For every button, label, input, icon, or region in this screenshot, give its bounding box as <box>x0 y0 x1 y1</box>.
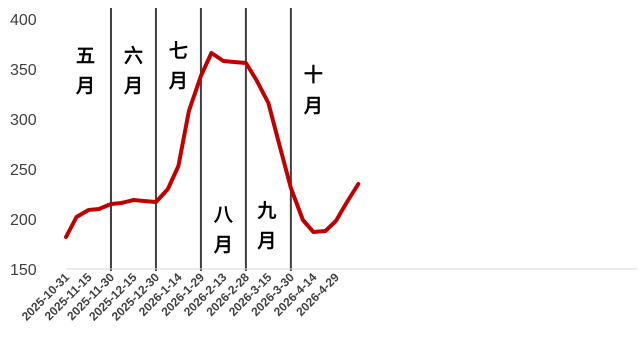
month-label-char: 月 <box>75 75 95 97</box>
month-label-char: 月 <box>256 230 276 252</box>
y-tick-label: 300 <box>10 112 37 129</box>
month-label-char: 月 <box>168 70 188 92</box>
month-label-char: 十 <box>304 63 323 86</box>
y-axis-ticks: 150 200 250 300 350 400 <box>10 12 37 279</box>
month-label-char: 九 <box>256 200 276 222</box>
month-label-char: 月 <box>213 234 233 256</box>
y-tick-label: 150 <box>10 262 37 279</box>
y-tick-label: 350 <box>10 62 37 79</box>
y-tick-label: 400 <box>10 12 37 29</box>
month-label-char: 六 <box>124 44 143 67</box>
price-series-line <box>64 51 361 239</box>
month-label-char: 八 <box>214 204 234 226</box>
month-label-char: 月 <box>303 95 323 117</box>
y-tick-label: 200 <box>10 212 37 229</box>
y-tick-label: 250 <box>10 162 37 179</box>
month-label-char: 七 <box>169 40 188 62</box>
x-axis-ticks: 2025-10-312025-11-152025-11-302025-12-15… <box>19 270 342 324</box>
month-label-char: 月 <box>123 75 143 97</box>
month-dividers <box>109 8 292 271</box>
month-label-char: 五 <box>76 45 95 67</box>
